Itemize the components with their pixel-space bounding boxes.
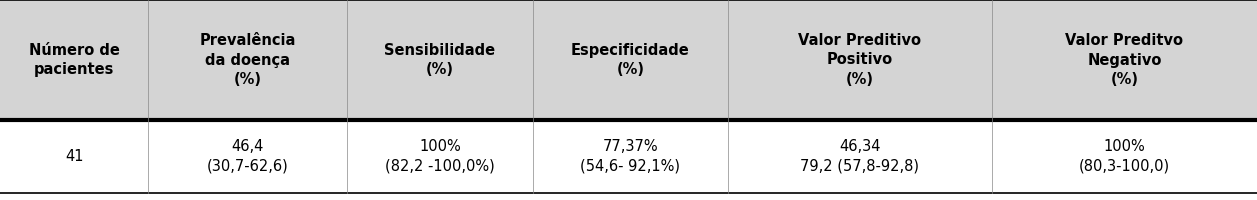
Bar (148, 120, 347, 193)
Text: Prevalência
da doença
(%): Prevalência da doença (%) (200, 33, 295, 87)
Text: 77,37%
(54,6- 92,1%): 77,37% (54,6- 92,1%) (581, 139, 680, 174)
Bar (992, 120, 1257, 193)
Bar (533, 0, 728, 120)
Bar (0, 0, 148, 120)
Text: Valor Preditvo
Negativo
(%): Valor Preditvo Negativo (%) (1066, 33, 1183, 87)
Text: 46,34
79,2 (57,8-92,8): 46,34 79,2 (57,8-92,8) (801, 139, 919, 174)
Text: Sensibilidade
(%): Sensibilidade (%) (385, 43, 495, 77)
Text: Número de
pacientes: Número de pacientes (29, 43, 119, 77)
Bar (347, 120, 533, 193)
Text: 41: 41 (65, 149, 83, 164)
Text: 100%
(82,2 -100,0%): 100% (82,2 -100,0%) (385, 139, 495, 174)
Text: Especificidade
(%): Especificidade (%) (571, 43, 690, 77)
Text: 100%
(80,3-100,0): 100% (80,3-100,0) (1079, 139, 1170, 174)
Bar (0, 120, 148, 193)
Bar (533, 120, 728, 193)
Text: Valor Preditivo
Positivo
(%): Valor Preditivo Positivo (%) (798, 33, 921, 87)
Text: 46,4
(30,7-62,6): 46,4 (30,7-62,6) (206, 139, 289, 174)
Bar (728, 120, 992, 193)
Bar (347, 0, 533, 120)
Bar (992, 0, 1257, 120)
Bar (148, 0, 347, 120)
Bar (728, 0, 992, 120)
